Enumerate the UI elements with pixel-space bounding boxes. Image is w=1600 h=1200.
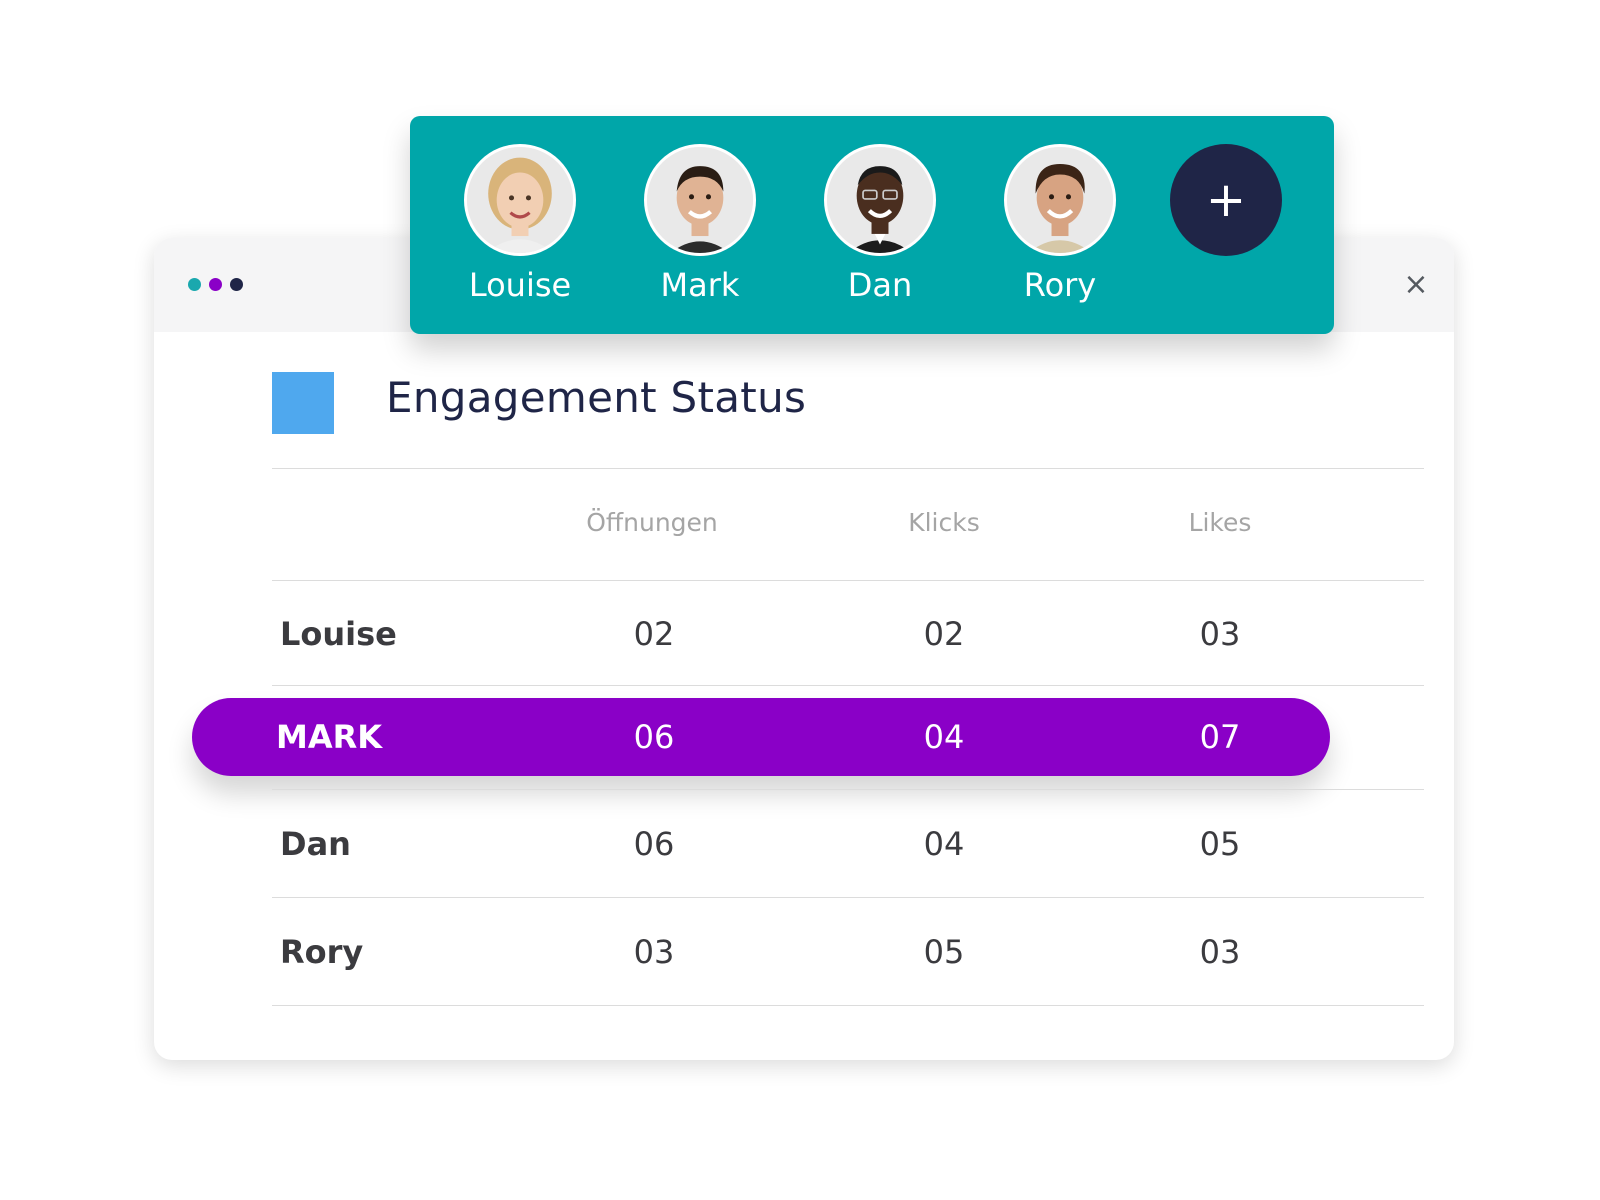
- row-value-likes: 05: [1199, 825, 1241, 863]
- dot-purple: [209, 278, 222, 291]
- row-name: Dan: [280, 825, 351, 863]
- row-value-likes: 03: [1199, 615, 1241, 653]
- avatar-louise-icon: [467, 147, 573, 253]
- title-square-icon: [272, 372, 334, 434]
- row-name: Louise: [280, 615, 397, 653]
- row-value-klicks: 04: [923, 825, 965, 863]
- member-mark[interactable]: Mark: [610, 116, 790, 334]
- avatar-rory-icon: [1007, 147, 1113, 253]
- row-value-oeffnungen: 06: [633, 825, 675, 863]
- row-value-oeffnungen: 02: [633, 615, 675, 653]
- avatar: [824, 144, 936, 256]
- highlight-pill: [192, 698, 1330, 776]
- table-row-dan[interactable]: Dan 06 04 05: [0, 806, 1600, 882]
- page-title: Engagement Status: [386, 373, 807, 422]
- table-row-louise[interactable]: Louise 02 02 03: [0, 596, 1600, 672]
- avatar: [1004, 144, 1116, 256]
- team-members-bar: Louise Mark: [410, 116, 1334, 334]
- title-divider: [272, 468, 1424, 469]
- row-value-likes: 07: [1199, 718, 1241, 756]
- col-head-klicks: Klicks: [908, 508, 980, 537]
- row-divider: [272, 897, 1424, 898]
- row-value-oeffnungen: 06: [633, 718, 675, 756]
- member-rory[interactable]: Rory: [970, 116, 1150, 334]
- member-name: Rory: [1023, 266, 1097, 304]
- avatar: [464, 144, 576, 256]
- row-value-klicks: 04: [923, 718, 965, 756]
- col-head-likes: Likes: [1188, 508, 1252, 537]
- dot-navy: [230, 278, 243, 291]
- row-name: Rory: [280, 933, 364, 971]
- header-divider: [272, 580, 1424, 581]
- add-member-button[interactable]: +: [1170, 144, 1282, 256]
- row-value-klicks: 05: [923, 933, 965, 971]
- row-divider: [272, 789, 1424, 790]
- row-divider: [272, 685, 1424, 686]
- avatar-mark-icon: [647, 147, 753, 253]
- row-value-likes: 03: [1199, 933, 1241, 971]
- dot-teal: [188, 278, 201, 291]
- avatar: [644, 144, 756, 256]
- table-row-rory[interactable]: Rory 03 05 03: [0, 914, 1600, 990]
- table-row-mark-highlighted[interactable]: MARK 06 04 07: [0, 699, 1600, 775]
- close-icon[interactable]: ×: [1403, 266, 1429, 302]
- member-name: Mark: [660, 266, 740, 304]
- member-dan[interactable]: Dan: [790, 116, 970, 334]
- row-value-klicks: 02: [923, 615, 965, 653]
- window-dots: [188, 278, 243, 291]
- member-name: Louise: [468, 266, 572, 304]
- col-head-oeffnungen: Öffnungen: [586, 508, 718, 537]
- row-divider: [272, 1005, 1424, 1006]
- member-name: Dan: [847, 266, 913, 304]
- member-louise[interactable]: Louise: [430, 116, 610, 334]
- avatar-dan-icon: [827, 147, 933, 253]
- row-name: MARK: [276, 718, 383, 756]
- row-value-oeffnungen: 03: [633, 933, 675, 971]
